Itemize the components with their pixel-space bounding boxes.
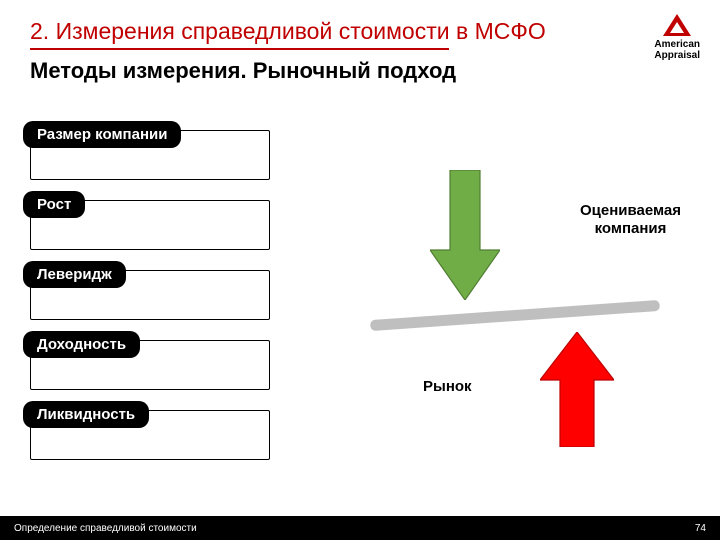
- label-market: Рынок: [423, 378, 472, 395]
- balance-diagram: Оцениваемаякомпания Рынок: [320, 140, 710, 450]
- slide-title: 2. Измерения справедливой стоимости в МС…: [30, 18, 690, 46]
- factor-list: Размер компании Рост Леверидж Доходность…: [30, 130, 270, 460]
- slide-subtitle: Методы измерения. Рыночный подход: [30, 58, 690, 84]
- logo-text-2: Appraisal: [654, 51, 700, 62]
- slide-content: Размер компании Рост Леверидж Доходность…: [30, 130, 690, 490]
- brand-logo: American Appraisal: [654, 14, 700, 61]
- factor-pill: Размер компании: [23, 121, 181, 148]
- factor-box: Ликвидность: [30, 410, 270, 460]
- factor-pill: Рост: [23, 191, 85, 218]
- factor-box: Рост: [30, 200, 270, 250]
- page-number: 74: [695, 523, 706, 534]
- title-underline: [30, 48, 449, 50]
- arrow-up-icon: [540, 332, 614, 447]
- logo-triangle-icon: [663, 14, 691, 36]
- factor-pill: Доходность: [23, 331, 140, 358]
- factor-pill: Ликвидность: [23, 401, 149, 428]
- arrow-down-icon: [430, 170, 500, 300]
- factor-box: Доходность: [30, 340, 270, 390]
- logo-text-1: American: [654, 40, 700, 51]
- footer-text: Определение справедливой стоимости: [14, 523, 197, 534]
- factor-box: Размер компании: [30, 130, 270, 180]
- slide-footer: Определение справедливой стоимости 74: [0, 516, 720, 540]
- label-company: Оцениваемаякомпания: [580, 202, 681, 238]
- arrow-up-path: [540, 332, 614, 447]
- balance-bar: [370, 300, 660, 331]
- factor-box: Леверидж: [30, 270, 270, 320]
- slide-header: 2. Измерения справедливой стоимости в МС…: [0, 0, 720, 90]
- arrow-down-path: [430, 170, 500, 300]
- factor-pill: Леверидж: [23, 261, 126, 288]
